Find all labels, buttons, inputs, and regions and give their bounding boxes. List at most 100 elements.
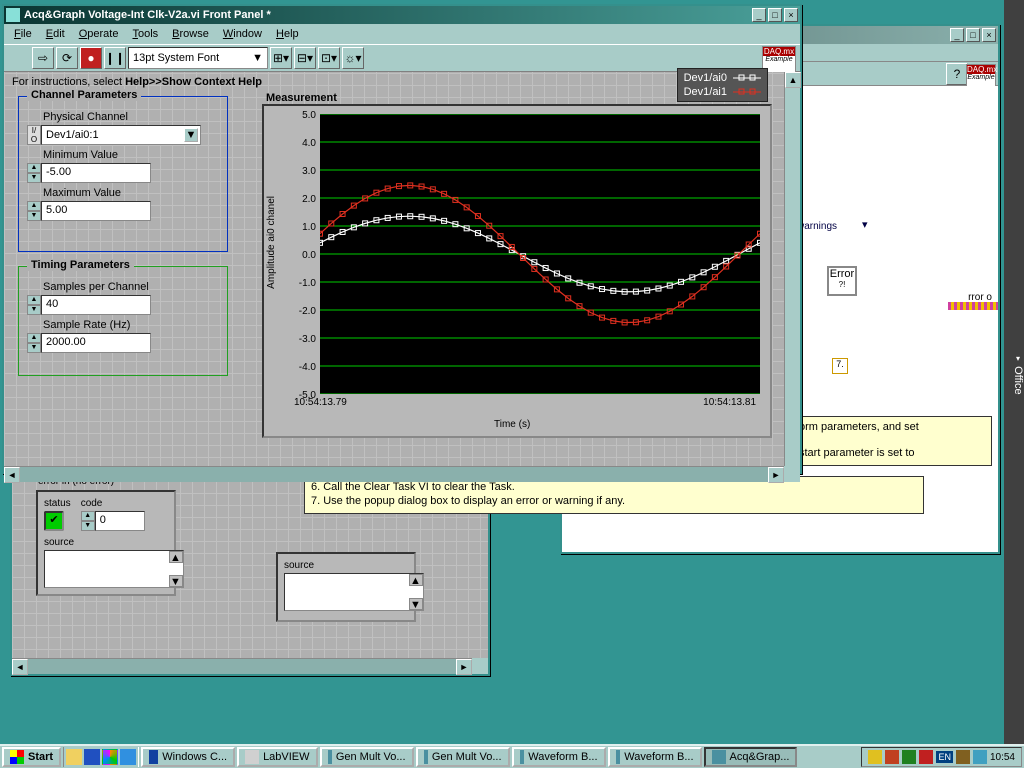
scroll-corner — [784, 466, 800, 482]
font-selector[interactable]: 13pt System Font▼ — [128, 47, 268, 69]
ql-explorer-icon[interactable] — [66, 749, 82, 765]
tray-icon-6[interactable] — [973, 750, 987, 764]
window-title: Acq&Graph Voltage-Int Clk-V2a.vi Front P… — [24, 9, 752, 21]
ytick-1: 4.0 — [286, 138, 316, 149]
code-spinner[interactable]: ▲▼ — [81, 511, 95, 531]
reorder-button[interactable]: ☼▾ — [342, 47, 364, 69]
chart-title: Measurement — [266, 92, 337, 104]
rate-input[interactable]: 2000.00 — [41, 333, 151, 353]
pause-button[interactable]: ❙❙ — [104, 47, 126, 69]
status-led: ✔ — [44, 511, 64, 531]
max-spinner[interactable]: ▲▼ — [27, 201, 41, 221]
ytick-3: 2.0 — [286, 194, 316, 205]
io-badge: I/O — [27, 125, 41, 145]
task-button-6[interactable]: Acq&Grap... — [704, 747, 798, 767]
bg-min[interactable]: _ — [950, 28, 964, 42]
source-out-box[interactable]: ▲▼ — [284, 573, 424, 611]
window-icon — [6, 8, 20, 22]
min-label: Minimum Value — [43, 149, 219, 161]
task-button-1[interactable]: LabVIEW — [237, 747, 317, 767]
menu-browse[interactable]: Browse — [166, 26, 215, 42]
min-input[interactable]: -5.00 — [41, 163, 151, 183]
legend-1-label: Dev1/ai1 — [684, 86, 727, 98]
menu-help[interactable]: Help — [270, 26, 305, 42]
task-button-2[interactable]: Gen Mult Vo... — [320, 747, 414, 767]
tray-icon-4[interactable] — [919, 750, 933, 764]
start-button[interactable]: Start — [2, 747, 61, 767]
max-input[interactable]: 5.00 — [41, 201, 151, 221]
min-spinner[interactable]: ▲▼ — [27, 163, 41, 183]
error-out-cluster: source ▲▼ — [276, 552, 416, 622]
status-label: status — [44, 498, 71, 509]
windows-logo-icon — [10, 750, 24, 764]
source-label: source — [44, 537, 168, 548]
bg-scroll-h[interactable]: ◄► — [12, 658, 472, 674]
channel-params-group: Channel Parameters Physical Channel I/O … — [18, 96, 228, 252]
help-button[interactable]: ? — [946, 63, 968, 85]
language-indicator[interactable]: EN — [936, 751, 953, 763]
menu-file[interactable]: File — [8, 26, 38, 42]
timing-params-legend: Timing Parameters — [27, 259, 134, 271]
xtick-0: 10:54:13.79 — [294, 397, 347, 408]
menu-operate[interactable]: Operate — [73, 26, 125, 42]
task-buttons: Windows C...LabVIEWGen Mult Vo...Gen Mul… — [141, 747, 797, 767]
samples-label: Samples per Channel — [43, 281, 219, 293]
office-label: Office — [1012, 366, 1024, 395]
task-button-5[interactable]: Waveform B... — [608, 747, 702, 767]
tray-icon-2[interactable] — [885, 750, 899, 764]
quick-launch — [63, 747, 139, 767]
bg-close[interactable]: × — [982, 28, 996, 42]
minimize-button[interactable]: _ — [752, 8, 766, 22]
warnings-caret: ▾ — [862, 218, 868, 231]
ytick-5: 0.0 — [286, 250, 316, 261]
task-button-3[interactable]: Gen Mult Vo... — [416, 747, 510, 767]
tray-icon-5[interactable] — [956, 750, 970, 764]
distribute-button[interactable]: ⊟▾ — [294, 47, 316, 69]
tray-icon-3[interactable] — [902, 750, 916, 764]
close-button[interactable]: × — [784, 8, 798, 22]
error-in-cluster: error in (no error) status ✔ code ▲▼0 so… — [36, 490, 176, 596]
rate-label: Sample Rate (Hz) — [43, 319, 219, 331]
task-button-4[interactable]: Waveform B... — [512, 747, 606, 767]
menu-tools[interactable]: Tools — [126, 26, 164, 42]
source-box[interactable]: ▲▼ — [44, 550, 184, 588]
chart-legend: Dev1/ai0 Dev1/ai1 — [677, 68, 768, 102]
office-caret: ▾ — [1016, 354, 1020, 363]
abort-button[interactable]: ● — [80, 47, 102, 69]
rate-spinner[interactable]: ▲▼ — [27, 333, 41, 353]
code-label: code — [81, 498, 145, 509]
bg-max[interactable]: □ — [966, 28, 980, 42]
ytick-4: 1.0 — [286, 222, 316, 233]
measurement-chart: Measurement Dev1/ai0 Dev1/ai1 Amplitude … — [262, 104, 772, 438]
ql-media-icon[interactable] — [102, 749, 118, 765]
main-window: Acq&Graph Voltage-Int Clk-V2a.vi Front P… — [2, 4, 802, 474]
align-button[interactable]: ⊞▾ — [270, 47, 292, 69]
code-value[interactable]: 0 — [95, 511, 145, 531]
run-button[interactable]: ⇨ — [32, 47, 54, 69]
resize-button[interactable]: ⊡▾ — [318, 47, 340, 69]
menu-edit[interactable]: Edit — [40, 26, 71, 42]
physical-channel-dropdown[interactable]: Dev1/ai0:1▼ — [41, 125, 201, 145]
error-node-icon: Error?! — [827, 266, 857, 296]
samples-input[interactable]: 40 — [41, 295, 151, 315]
wire — [948, 302, 998, 310]
legend-0-label: Dev1/ai0 — [684, 72, 727, 84]
task-button-0[interactable]: Windows C... — [141, 747, 235, 767]
ql-save-icon[interactable] — [84, 749, 100, 765]
menubar[interactable]: File Edit Operate Tools Browse Window He… — [4, 24, 800, 44]
note-1: orm parameters, and set start parameter … — [792, 416, 992, 466]
timing-params-group: Timing Parameters Samples per Channel ▲▼… — [18, 266, 228, 376]
ytick-9: -4.0 — [286, 362, 316, 373]
office-sidebar[interactable]: ▾ Office — [1004, 0, 1024, 744]
tray-icon-1[interactable] — [868, 750, 882, 764]
ql-ie-icon[interactable] — [120, 749, 136, 765]
chart-xlabel: Time (s) — [494, 419, 530, 430]
maximize-button[interactable]: □ — [768, 8, 782, 22]
main-scroll-v[interactable]: ▲ — [784, 72, 800, 466]
menu-window[interactable]: Window — [217, 26, 268, 42]
run-cont-button[interactable]: ⟳ — [56, 47, 78, 69]
legend-0-swatch — [733, 73, 761, 83]
main-scroll-h[interactable]: ◄► — [4, 466, 784, 482]
titlebar[interactable]: Acq&Graph Voltage-Int Clk-V2a.vi Front P… — [4, 6, 800, 24]
samples-spinner[interactable]: ▲▼ — [27, 295, 41, 315]
